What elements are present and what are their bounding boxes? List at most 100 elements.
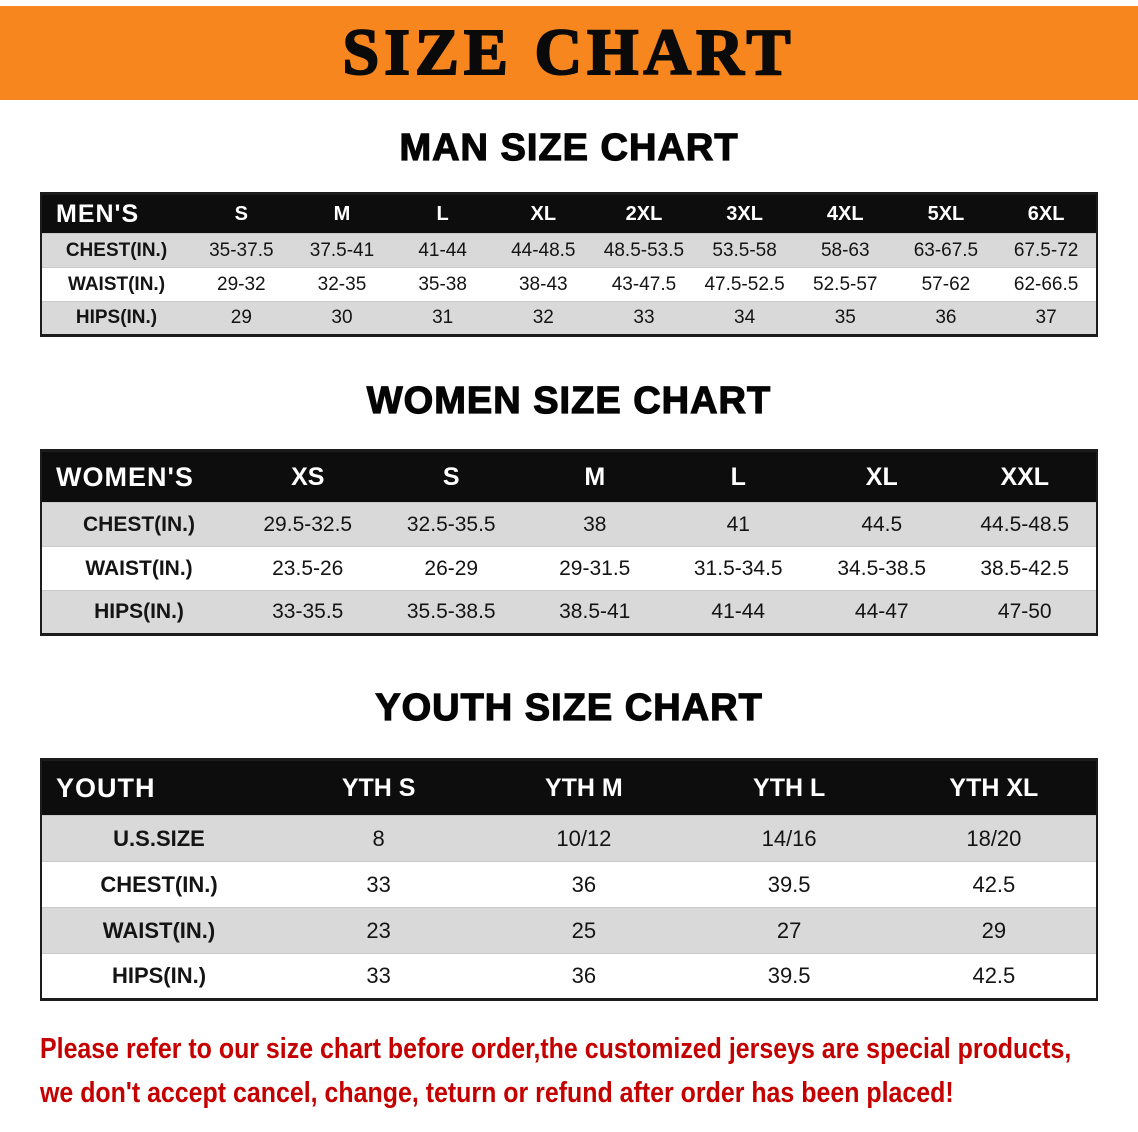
table-cell: 38.5-41	[559, 600, 631, 623]
table-cell: 44.5	[861, 512, 903, 536]
table-cell: 32.5-35.5	[406, 512, 496, 536]
row-label: HIPS(IN.)	[111, 963, 207, 988]
row-label: CHEST(IN.)	[83, 512, 195, 536]
footer-note: Please refer to our size chart before or…	[40, 1027, 1138, 1115]
table-cell: 33	[633, 307, 655, 328]
table-cell: 47-50	[997, 600, 1052, 623]
youth-chest-row: CHEST(IN.) 33 36 39.5 42.5	[41, 861, 1097, 908]
row-label: WAIST(IN.)	[102, 917, 216, 943]
women-section-heading: WOMEN SIZE CHART	[366, 379, 772, 422]
row-label: CHEST(IN.)	[65, 239, 168, 261]
table-cell: 57-62	[921, 273, 971, 295]
table-cell: 62-66.5	[1013, 273, 1079, 295]
table-cell: 41-44	[711, 600, 766, 623]
men-header-row: MEN'S S M L XL 2XL 3XL 4XL 5XL 6XL	[41, 193, 1097, 234]
youth-hips-row: HIPS(IN.) 33 36 39.5 42.5	[41, 953, 1097, 1000]
table-cell: 31	[432, 307, 454, 328]
table-cell: 53.5-58	[712, 239, 777, 261]
youth-waist-row: WAIST(IN.) 23 25 27 29	[41, 907, 1097, 954]
table-cell: 18/20	[966, 825, 1022, 851]
table-cell: 36	[935, 307, 957, 328]
men-section-heading: MAN SIZE CHART	[399, 126, 739, 169]
size-column-header: 3XL	[726, 202, 763, 225]
size-column-header: S	[442, 462, 460, 491]
size-column-header: M	[584, 462, 606, 491]
size-column-header: XXL	[1000, 462, 1050, 491]
row-label: CHEST(IN.)	[100, 871, 218, 897]
table-cell: 42.5	[972, 963, 1016, 988]
footer-note-line2: we don't accept cancel, change, teturn o…	[40, 1077, 954, 1109]
size-column-header: L	[730, 462, 746, 491]
table-cell: 33-35.5	[272, 600, 344, 623]
table-cell: 10/12	[556, 825, 612, 851]
table-cell: 41	[726, 512, 750, 536]
table-cell: 31.5-34.5	[693, 556, 783, 580]
size-column-header: YTH XL	[949, 773, 1039, 802]
table-cell: 30	[331, 307, 353, 328]
size-column-header: 6XL	[1027, 202, 1065, 225]
men-waist-row: WAIST(IN.) 29-32 32-35 35-38 38-43 43-47…	[41, 267, 1097, 302]
table-cell: 33	[366, 871, 391, 897]
size-column-header: M	[333, 202, 351, 225]
table-cell: 44-47	[854, 600, 909, 623]
size-column-header: XS	[291, 462, 325, 491]
size-column-header: YTH S	[341, 773, 416, 802]
row-label: HIPS(IN.)	[94, 600, 184, 623]
footer-note-line1: Please refer to our size chart before or…	[40, 1033, 1072, 1065]
table-cell: 63-67.5	[913, 239, 979, 261]
women-header-row: WOMEN'S XS S M L XL XXL	[41, 450, 1097, 503]
table-cell: 52.5-57	[813, 273, 878, 295]
youth-table-title: YOUTH	[56, 772, 156, 803]
table-cell: 67.5-72	[1013, 239, 1079, 261]
table-cell: 39.5	[767, 963, 811, 988]
table-cell: 58-63	[820, 239, 870, 261]
banner-title: SIZE CHART	[342, 16, 796, 89]
size-column-header: XL	[865, 462, 898, 491]
women-waist-row: WAIST(IN.) 23.5-26 26-29 29-31.5 31.5-34…	[41, 546, 1097, 591]
table-cell: 35-38	[418, 273, 467, 295]
men-table-title: MEN'S	[56, 199, 140, 228]
size-column-header: 2XL	[625, 202, 663, 225]
youth-header-row: YOUTH YTH S YTH M YTH L YTH XL	[41, 759, 1097, 816]
row-label: U.S.SIZE	[113, 825, 205, 851]
table-cell: 26-29	[424, 556, 479, 580]
table-cell: 41-44	[418, 239, 467, 261]
table-cell: 35	[834, 307, 856, 328]
women-hips-row: HIPS(IN.) 33-35.5 35.5-38.5 38.5-41 41-4…	[41, 590, 1097, 635]
table-cell: 38-43	[518, 273, 568, 295]
table-cell: 34	[734, 307, 756, 328]
youth-section-heading: YOUTH SIZE CHART	[375, 686, 763, 729]
table-cell: 34.5-38.5	[837, 556, 927, 580]
table-cell: 36	[571, 871, 597, 897]
women-size-table: WOMEN'S XS S M L XL XXL CHEST(IN.) 29.5-…	[40, 449, 1098, 636]
table-cell: 14/16	[761, 825, 817, 851]
banner: SIZE CHART	[0, 6, 1138, 100]
table-cell: 37.5-41	[309, 239, 375, 261]
table-cell: 44.5-48.5	[980, 512, 1070, 536]
table-cell: 35-37.5	[209, 239, 274, 261]
table-cell: 37	[1035, 307, 1057, 328]
table-cell: 23.5-26	[272, 556, 344, 580]
table-cell: 23	[366, 917, 391, 943]
row-label: WAIST(IN.)	[67, 273, 166, 295]
table-cell: 47.5-52.5	[704, 273, 785, 295]
table-cell: 42.5	[972, 871, 1016, 897]
size-column-header: YTH L	[753, 773, 826, 802]
table-cell: 29	[981, 917, 1007, 943]
table-cell: 48.5-53.5	[603, 239, 685, 261]
table-cell: 43-47.5	[611, 273, 677, 295]
table-cell: 44-48.5	[511, 239, 576, 261]
size-column-header: YTH M	[544, 773, 623, 802]
table-cell: 29-31.5	[559, 556, 631, 580]
table-cell: 36	[571, 963, 597, 988]
youth-size-table: YOUTH YTH S YTH M YTH L YTH XL U.S.SIZE …	[40, 758, 1098, 1001]
table-cell: 35.5-38.5	[406, 600, 496, 623]
table-cell: 29-32	[217, 273, 266, 295]
size-column-header: S	[234, 202, 248, 225]
table-cell: 29	[230, 307, 252, 328]
table-cell: 8	[372, 825, 385, 851]
table-cell: 38.5-42.5	[980, 556, 1070, 580]
women-table-title: WOMEN'S	[56, 461, 194, 492]
table-cell: 32-35	[317, 273, 367, 295]
